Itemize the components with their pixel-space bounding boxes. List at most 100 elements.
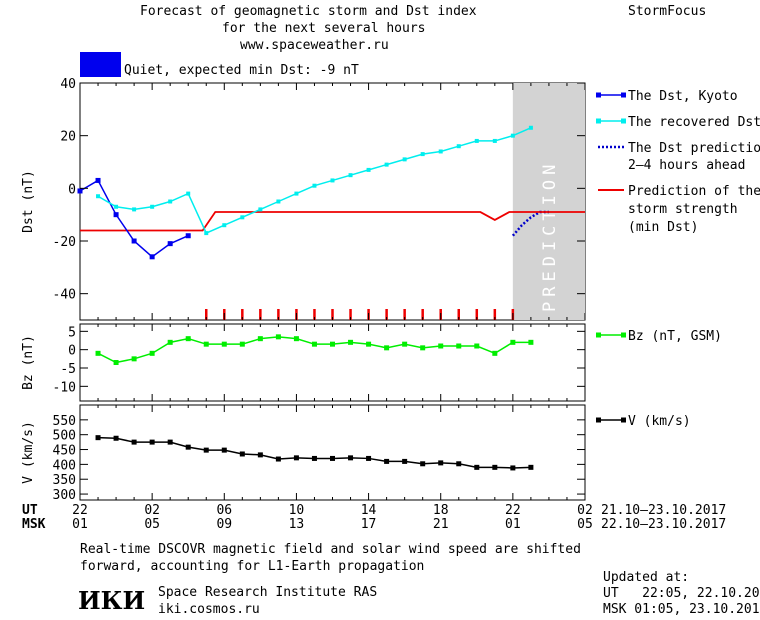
legend-dst-prediction-2: 2–4 hours ahead [628,158,745,173]
bz-nt-gsm-point [203,341,209,347]
the-dst-kyoto-point [167,241,173,247]
prediction-of-the-storm-strength-min-dst-line [80,211,585,232]
v-km-s-point [275,456,281,462]
y-axis-label: Dst (nT) [21,170,36,233]
y-tick-label: 350 [53,473,76,488]
brand-label: StormFocus [628,4,707,19]
msk-tick-label: 09 [216,517,232,532]
the-recovered-dst-point [366,167,371,172]
dst-kyoto-legend-marker [621,92,626,98]
v-km-s-point [185,444,191,450]
y-tick-label: -10 [53,380,76,395]
the-recovered-dst-point [312,183,317,188]
v-km-s-point [348,455,354,461]
bz-nt-gsm-point [528,339,534,345]
legend-storm-2: storm strength [628,202,738,217]
v-km-s-point [420,461,426,467]
legend-recovered-dst: The recovered Dst [628,115,760,130]
the-dst-kyoto-point [95,177,101,183]
v-km-s-point [113,435,119,441]
v-km-s-point [384,458,390,464]
iki-logo: ИКИ [78,586,146,615]
y-tick-label: 300 [53,488,76,503]
panel-frame-1 [79,82,586,321]
institute-name: Space Research Institute RAS [158,585,378,600]
the-dst-kyoto-point [131,238,137,244]
the-dst-prediction-2-4-hours-ahead-line [511,210,549,237]
msk-tick-label: 13 [289,517,305,532]
the-recovered-dst-point [348,173,353,178]
the-recovered-dst-point [276,199,281,204]
v-km-s-point [311,455,317,461]
bz-nt-gsm-point [239,341,245,347]
bz-nt-gsm-point [311,341,317,347]
legend-storm-1: Prediction of the [628,184,760,199]
msk-row-label: MSK [22,517,46,532]
bz-nt-gsm-point [95,350,101,356]
y-axis-label: V (km/s) [21,421,36,484]
v-km-s-point [510,465,516,471]
footer-note-line1: Real-time DSCOVR magnetic field and sola… [80,542,581,557]
the-recovered-dst-point [474,138,479,143]
institute-url: iki.cosmos.ru [158,602,260,617]
status-color-swatch [80,52,121,77]
the-recovered-dst-point [492,138,497,143]
velocity-legend-marker [596,417,601,423]
bz-nt-gsm-line [97,336,531,364]
bz-nt-gsm-point [131,356,137,362]
status-text: Quiet, expected min Dst: -9 nT [124,63,359,78]
legend-velocity: V (km/s) [628,414,691,429]
updated-ut: UT 22:05, 22.10.2017 [603,586,760,601]
y-tick-label: 5 [68,325,76,340]
y-tick-label: -40 [53,288,76,303]
chart-title-line2: for the next several hours [222,21,426,36]
bz-nt-gsm-point [113,360,119,365]
v-km-s-point [149,439,155,445]
the-recovered-dst-point [294,191,299,196]
velocity-legend-marker [621,417,626,423]
v-km-s-point [528,464,534,470]
v-km-s-point [402,458,408,464]
the-recovered-dst-point [420,152,425,157]
bz-nt-gsm-point [330,341,335,347]
bz-legend-marker [621,332,626,338]
the-recovered-dst-point [258,207,263,212]
y-tick-label: 0 [68,182,76,197]
v-km-s-point [492,464,498,470]
v-km-s-point [257,452,263,458]
v-km-s-point [95,435,101,441]
the-recovered-dst-point [186,191,191,196]
the-recovered-dst-point [384,162,389,167]
the-recovered-dst-point [510,133,515,138]
the-recovered-dst-point [114,204,119,209]
bz-nt-gsm-point [293,336,299,342]
ut-tick-label: 10 [289,503,305,518]
the-recovered-dst-point [402,157,407,162]
ut-tick-label: 22 [505,503,521,518]
y-tick-label: 0 [68,344,76,359]
y-tick-label: 550 [53,414,76,429]
the-recovered-dst-point [204,231,209,236]
bz-legend-marker [596,332,601,338]
v-km-s-point [438,460,444,466]
the-recovered-dst-point [96,194,101,199]
bz-nt-gsm-point [185,336,191,342]
the-recovered-dst-point [150,204,155,209]
bz-nt-gsm-point [366,341,372,347]
chart-title-line3: www.spaceweather.ru [240,38,389,53]
the-recovered-dst-point [168,199,173,204]
bz-nt-gsm-point [438,343,444,349]
footer-note-line2: forward, accounting for L1-Earth propaga… [80,559,425,574]
the-recovered-dst-point [240,215,245,220]
v-km-s-point [167,439,173,445]
v-km-s-point [366,455,372,461]
bz-nt-gsm-point [474,343,480,349]
bz-nt-gsm-point [384,345,390,351]
the-dst-kyoto-point [185,233,191,239]
prediction-zone [512,83,585,320]
v-km-s-point [221,447,227,453]
bz-nt-gsm-point [221,341,227,347]
the-recovered-dst-point [438,149,443,154]
bz-nt-gsm-point [456,343,462,349]
